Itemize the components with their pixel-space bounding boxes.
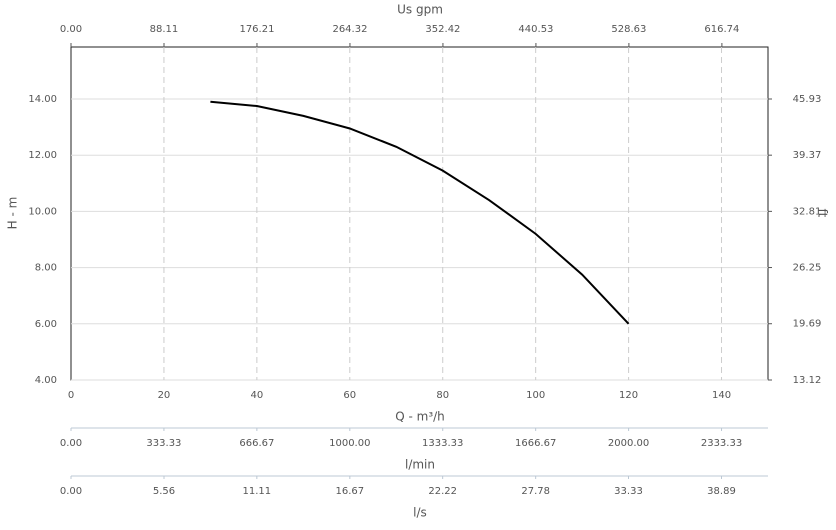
axis-tick-label: 2333.33	[701, 438, 742, 449]
x-axis-title: Q - m³/h	[395, 410, 445, 424]
axis-tick-label: 27.78	[521, 486, 550, 497]
axis-tick-label: 1666.67	[515, 438, 556, 449]
x2-tick-label: 264.32	[332, 24, 367, 35]
axis-tick-label: 11.11	[243, 486, 272, 497]
axis-tick-label: 5.56	[153, 486, 175, 497]
y-axis-title: H - m	[6, 197, 20, 230]
axis-tick-label: 1000.00	[329, 438, 370, 449]
axis-tick-label: 666.67	[239, 438, 274, 449]
y2-axis-title: ft	[816, 209, 830, 218]
x-tick-label: 40	[250, 390, 263, 401]
axis-tick-label: 1333.33	[422, 438, 463, 449]
x2-tick-label: 88.11	[150, 24, 179, 35]
y-tick-label: 6.00	[35, 319, 57, 330]
y-tick-label: 4.00	[35, 375, 57, 386]
x2-tick-label: 352.42	[425, 24, 460, 35]
x2-tick-label: 440.53	[518, 24, 553, 35]
x2-tick-label: 176.21	[239, 24, 274, 35]
axis-title: l/min	[405, 458, 435, 472]
axis-tick-label: 33.33	[614, 486, 643, 497]
y-tick-label: 10.00	[28, 206, 57, 217]
x2-tick-label: 0.00	[60, 24, 82, 35]
x2-tick-label: 528.63	[611, 24, 646, 35]
x-tick-label: 140	[712, 390, 731, 401]
x2-axis-title: Us gpm	[397, 3, 443, 17]
axis-tick-label: 0.00	[60, 438, 82, 449]
axis-tick-label: 22.22	[428, 486, 457, 497]
y-tick-label: 12.00	[28, 150, 57, 161]
axis-tick-label: 333.33	[146, 438, 181, 449]
x2-tick-label: 616.74	[704, 24, 739, 35]
y-tick-label: 14.00	[28, 94, 57, 105]
x-tick-label: 80	[436, 390, 449, 401]
x-tick-label: 20	[158, 390, 171, 401]
y2-tick-label: 39.37	[793, 150, 822, 161]
y-tick-label: 8.00	[35, 263, 57, 274]
y2-tick-label: 13.12	[793, 375, 822, 386]
axis-tick-label: 0.00	[60, 486, 82, 497]
axis-title: l/s	[413, 506, 427, 520]
plot-area	[70, 46, 769, 381]
axis-tick-label: 38.89	[707, 486, 736, 497]
y2-tick-label: 19.69	[793, 319, 822, 330]
x-tick-label: 100	[526, 390, 545, 401]
x-tick-label: 0	[68, 390, 74, 401]
curve	[210, 100, 630, 325]
axis-tick-label: 2000.00	[608, 438, 649, 449]
y2-tick-label: 32.81	[793, 206, 822, 217]
y2-tick-label: 26.25	[793, 263, 822, 274]
y2-tick-label: 45.93	[793, 94, 822, 105]
axis-tick-label: 16.67	[336, 486, 365, 497]
x-tick-label: 120	[619, 390, 638, 401]
x-tick-label: 60	[343, 390, 356, 401]
